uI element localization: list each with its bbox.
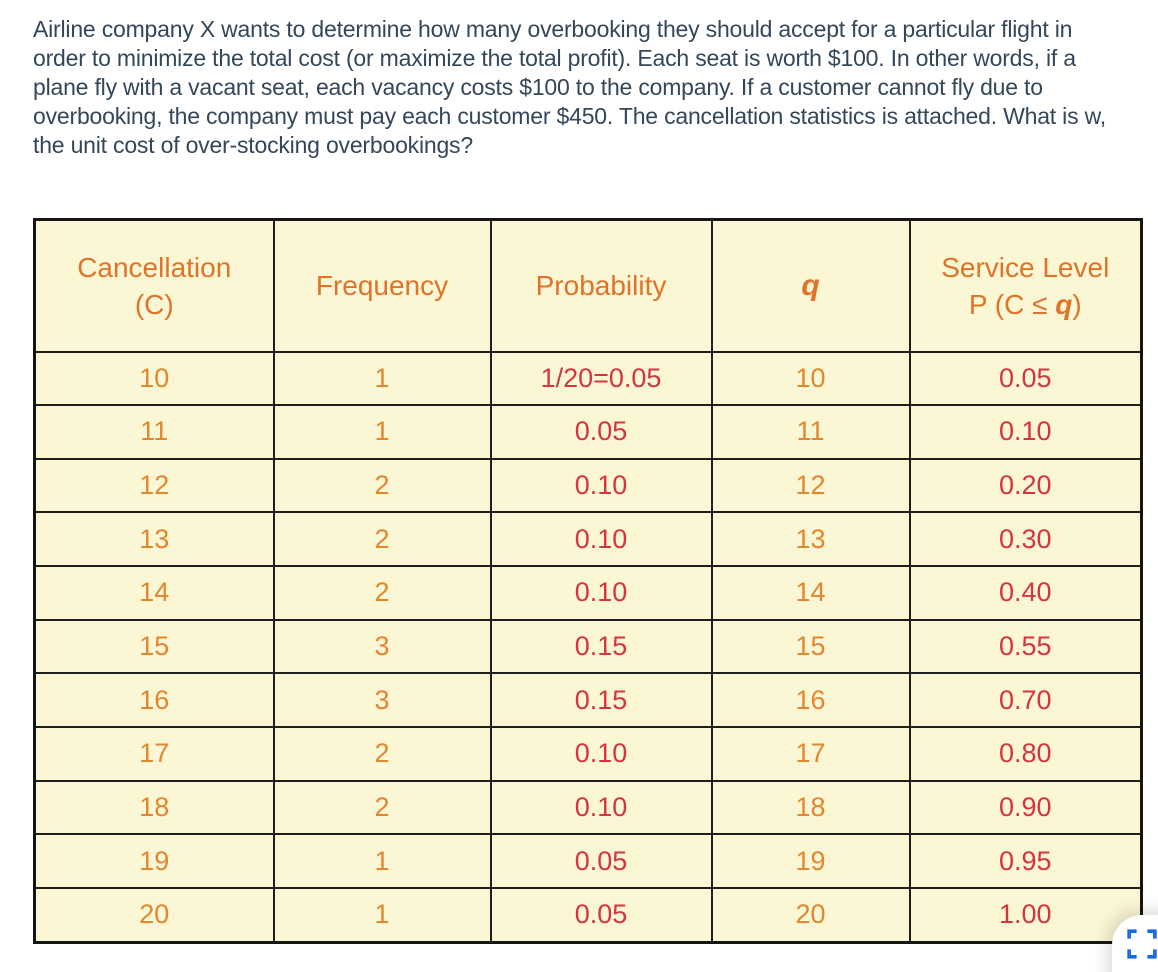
cell-service-level: 0.20 bbox=[908, 457, 1143, 514]
cell-q: 18 bbox=[710, 779, 911, 836]
fullscreen-expand-icon bbox=[1127, 929, 1157, 959]
header-cancellation-line2: (C) bbox=[134, 288, 174, 320]
cell-service-level: 0.40 bbox=[908, 565, 1143, 621]
cell-frequency: 1 bbox=[272, 404, 492, 460]
cell-q: 12 bbox=[710, 457, 911, 514]
cell-service-level: 0.80 bbox=[908, 725, 1143, 782]
cell-probability: 0.10 bbox=[489, 565, 713, 621]
cell-frequency: 2 bbox=[272, 779, 492, 836]
cell-cancellation: 15 bbox=[33, 618, 275, 675]
cell-frequency: 3 bbox=[272, 672, 492, 728]
problem-line: overbooking, the company must pay each c… bbox=[33, 103, 1106, 129]
cell-cancellation: 20 bbox=[33, 886, 275, 944]
cell-probability: 0.10 bbox=[489, 457, 713, 514]
cell-probability: 0.05 bbox=[489, 886, 713, 944]
header-cancellation: Cancellation (C) bbox=[33, 218, 275, 353]
cell-probability: 1/20=0.05 bbox=[489, 350, 713, 407]
table-row: 18 2 0.10 18 0.90 bbox=[33, 779, 1143, 836]
cell-service-level: 0.30 bbox=[908, 511, 1143, 568]
problem-line: order to minimize the total cost (or max… bbox=[33, 45, 1076, 71]
cell-q: 11 bbox=[710, 404, 911, 460]
cell-probability: 0.15 bbox=[489, 618, 713, 675]
cell-frequency: 3 bbox=[272, 618, 492, 675]
cell-probability: 0.10 bbox=[489, 725, 713, 782]
header-probability: Probability bbox=[489, 218, 713, 353]
cell-q: 13 bbox=[710, 511, 911, 568]
cell-q: 14 bbox=[710, 565, 911, 621]
cell-service-level: 1.00 bbox=[908, 886, 1143, 944]
table-row: 11 1 0.05 11 0.10 bbox=[33, 404, 1143, 460]
header-cancellation-line1: Cancellation bbox=[77, 251, 232, 283]
cell-cancellation: 18 bbox=[33, 779, 275, 836]
cell-q: 17 bbox=[710, 725, 911, 782]
cell-service-level: 0.70 bbox=[908, 672, 1143, 728]
cell-frequency: 1 bbox=[272, 886, 492, 944]
header-service-line2: P (C ≤ q) bbox=[968, 288, 1082, 320]
problem-line: Airline company X wants to determine how… bbox=[33, 16, 1073, 42]
table-row: 12 2 0.10 12 0.20 bbox=[33, 457, 1143, 514]
cell-probability: 0.05 bbox=[489, 833, 713, 889]
cell-frequency: 2 bbox=[272, 457, 492, 514]
cell-service-level: 0.95 bbox=[908, 833, 1143, 889]
cell-q: 16 bbox=[710, 672, 911, 728]
header-frequency: Frequency bbox=[272, 218, 492, 353]
problem-line: plane fly with a vacant seat, each vacan… bbox=[33, 74, 1043, 100]
cell-cancellation: 14 bbox=[33, 565, 275, 621]
header-row: Cancellation (C) Frequency Probability q… bbox=[33, 218, 1143, 353]
cell-frequency: 2 bbox=[272, 565, 492, 621]
cell-q: 15 bbox=[710, 618, 911, 675]
table-row: 15 3 0.15 15 0.55 bbox=[33, 618, 1143, 675]
table-row: 19 1 0.05 19 0.95 bbox=[33, 833, 1143, 889]
cell-cancellation: 17 bbox=[33, 725, 275, 782]
table-row: 10 1 1/20=0.05 10 0.05 bbox=[33, 350, 1143, 407]
header-service-level: Service Level P (C ≤ q) bbox=[908, 218, 1143, 353]
cell-service-level: 0.05 bbox=[908, 350, 1143, 407]
cell-q: 20 bbox=[710, 886, 911, 944]
header-q: q bbox=[710, 218, 911, 353]
expand-button[interactable] bbox=[1112, 915, 1158, 972]
cell-frequency: 1 bbox=[272, 833, 492, 889]
cell-cancellation: 13 bbox=[33, 511, 275, 568]
cell-cancellation: 11 bbox=[33, 404, 275, 460]
table-row: 13 2 0.10 13 0.30 bbox=[33, 511, 1143, 568]
cell-cancellation: 19 bbox=[33, 833, 275, 889]
table-row: 16 3 0.15 16 0.70 bbox=[33, 672, 1143, 728]
cell-frequency: 1 bbox=[272, 350, 492, 407]
cell-service-level: 0.10 bbox=[908, 404, 1143, 460]
cell-cancellation: 16 bbox=[33, 672, 275, 728]
table-row: 17 2 0.10 17 0.80 bbox=[33, 725, 1143, 782]
cell-probability: 0.15 bbox=[489, 672, 713, 728]
cancellation-statistics-table: Cancellation (C) Frequency Probability q… bbox=[33, 218, 1143, 944]
cell-cancellation: 10 bbox=[33, 350, 275, 407]
header-service-line1: Service Level bbox=[941, 251, 1110, 283]
cell-probability: 0.05 bbox=[489, 404, 713, 460]
table-row: 20 1 0.05 20 1.00 bbox=[33, 886, 1143, 944]
cell-probability: 0.10 bbox=[489, 779, 713, 836]
problem-statement: Airline company X wants to determine how… bbox=[33, 15, 1155, 160]
cell-probability: 0.10 bbox=[489, 511, 713, 568]
cell-service-level: 0.55 bbox=[908, 618, 1143, 675]
cell-frequency: 2 bbox=[272, 725, 492, 782]
cell-frequency: 2 bbox=[272, 511, 492, 568]
cell-service-level: 0.90 bbox=[908, 779, 1143, 836]
cell-q: 19 bbox=[710, 833, 911, 889]
problem-line: the unit cost of over-stocking overbooki… bbox=[33, 132, 473, 158]
table-row: 14 2 0.10 14 0.40 bbox=[33, 565, 1143, 621]
cell-cancellation: 12 bbox=[33, 457, 275, 514]
cell-q: 10 bbox=[710, 350, 911, 407]
